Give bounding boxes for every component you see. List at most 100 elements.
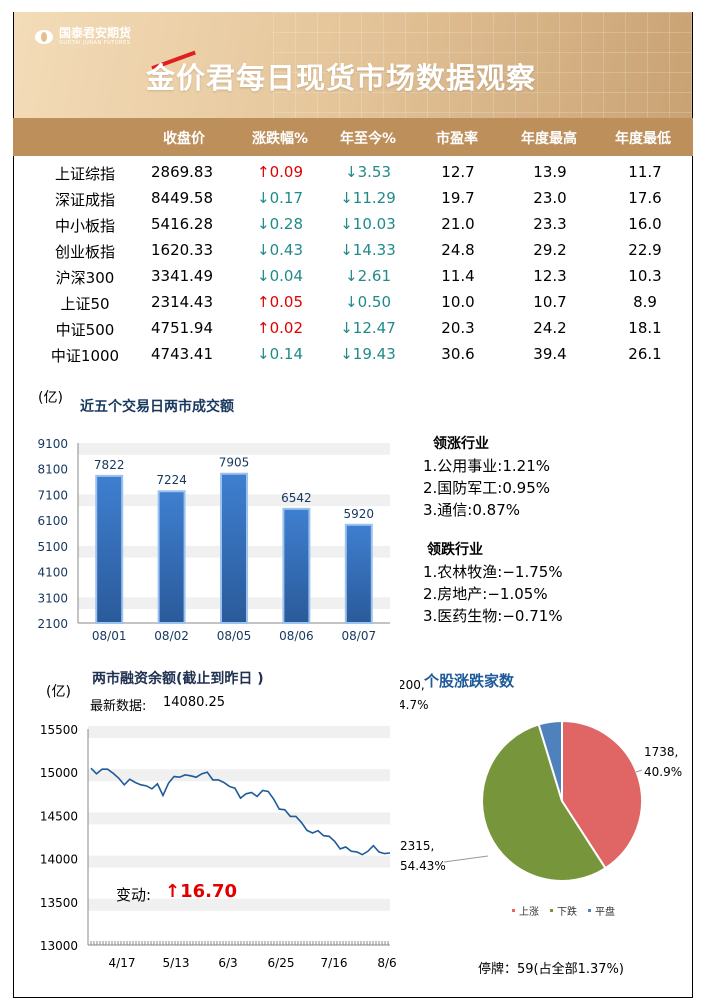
banner-decoration <box>273 12 693 118</box>
cell-close: 4743.41 <box>150 345 214 363</box>
lead-item: 1.公用事业:1.21% <box>423 457 551 475</box>
lag-item: 2.房地产:−1.05% <box>423 585 548 603</box>
data-label: 5920 <box>344 507 375 521</box>
slice-label: 2315, <box>400 839 434 853</box>
legend-marker <box>588 909 591 912</box>
col-low: 年度最低 <box>615 131 671 147</box>
change-value: ↑16.70 <box>165 881 238 902</box>
lead-title: 领涨行业 <box>433 436 489 452</box>
latest-value: 14080.25 <box>163 695 226 710</box>
cell-low: 22.9 <box>628 241 662 259</box>
cell-high: 12.3 <box>533 267 567 285</box>
y-tick-label: 4100 <box>37 566 68 580</box>
cell-name: 中小板指 <box>54 217 116 235</box>
cell-low: 16.0 <box>628 215 662 233</box>
cell-chg: ↑0.05 <box>257 293 303 311</box>
slice-percent: 40.9% <box>644 765 682 779</box>
header-banner: 国泰君安期货 GUOTAI JUNAN FUTURES 金价君每日现货市场数据观察 <box>13 12 693 118</box>
lag-item: 3.医药生物:−0.71% <box>423 607 563 625</box>
cell-high: 13.9 <box>533 163 567 181</box>
x-tick-label: 08/02 <box>154 629 189 643</box>
cell-ytd: ↓3.53 <box>345 163 391 181</box>
cell-chg: ↑0.09 <box>257 163 303 181</box>
bar <box>220 472 248 624</box>
x-tick-label: 08/06 <box>279 629 314 643</box>
content-frame <box>13 12 693 998</box>
grid-band <box>88 812 390 825</box>
bar-unit: (亿) <box>38 390 63 406</box>
cell-pe: 20.3 <box>441 319 475 337</box>
cell-low: 26.1 <box>628 345 662 363</box>
cell-pe: 30.6 <box>441 345 475 363</box>
cell-chg: ↓0.28 <box>257 215 303 233</box>
legend-label: 上涨 <box>519 906 539 918</box>
col-change: 涨跌幅% <box>251 131 309 147</box>
table-header: 收盘价 涨跌幅% 年至今% 市盈率 年度最高 年度最低 <box>13 118 693 156</box>
cell-pe: 10.0 <box>441 293 475 311</box>
col-pe: 市盈率 <box>436 131 478 147</box>
bar-chart-title: 近五个交易日两市成交额 <box>80 399 234 415</box>
y-tick-label: 7100 <box>37 488 68 502</box>
cell-chg: ↓0.04 <box>257 267 303 285</box>
legend-marker <box>512 909 515 912</box>
y-tick-label: 13000 <box>40 939 78 953</box>
data-label: 7224 <box>156 473 187 487</box>
y-tick-label: 13500 <box>40 896 78 910</box>
cell-ytd: ↓11.29 <box>340 189 396 207</box>
y-tick-label: 14000 <box>40 853 78 867</box>
col-ytd: 年至今% <box>339 131 397 147</box>
cell-high: 24.2 <box>533 319 567 337</box>
lag-title: 领跌行业 <box>427 542 483 558</box>
table-row: 深证成指 8449.58 ↓0.17 ↓11.29 19.7 23.0 17.6 <box>13 186 693 212</box>
cell-chg: ↑0.02 <box>257 319 303 337</box>
logo-icon <box>35 29 53 44</box>
cell-low: 11.7 <box>628 163 662 181</box>
cell-name: 沪深300 <box>55 269 115 287</box>
y-tick-label: 15500 <box>40 723 78 737</box>
y-tick-label: 5100 <box>37 540 68 554</box>
suspended-count: 停牌：59(占全部1.37%) <box>478 962 624 977</box>
cell-close: 5416.28 <box>150 215 214 233</box>
grid-band <box>88 898 390 911</box>
bar <box>157 490 186 624</box>
pie-slice <box>481 723 607 882</box>
x-tick-label: 5/13 <box>163 956 190 970</box>
cell-high: 29.2 <box>533 241 567 259</box>
slice-percent: 4.7% <box>400 698 429 712</box>
pie-chart: 1738, 40.9% 2315, 54.43% 200, 4.7% 上涨 下跌 平盘 <box>400 680 682 918</box>
cell-pe: 21.0 <box>441 215 475 233</box>
cell-chg: ↓0.17 <box>257 189 303 207</box>
cell-high: 23.0 <box>533 189 567 207</box>
bar <box>344 523 373 624</box>
table-row: 中小板指 5416.28 ↓0.28 ↓10.03 21.0 23.3 16.0 <box>13 212 693 238</box>
table-row: 上证综指 2869.83 ↑0.09 ↓3.53 12.7 13.9 11.7 <box>13 160 693 186</box>
cell-close: 3341.49 <box>150 267 214 285</box>
data-label: 7905 <box>219 456 250 470</box>
y-tick-label: 3100 <box>37 591 68 605</box>
y-tick-label: 9100 <box>37 437 68 451</box>
table-row: 创业板指 1620.33 ↓0.43 ↓14.33 24.8 29.2 22.9 <box>13 238 693 264</box>
data-label: 6542 <box>281 491 312 505</box>
x-tick-label: 7/16 <box>321 956 348 970</box>
pie-chart-title: 个股涨跌家数 <box>424 672 515 690</box>
company-logo: 国泰君安期货 GUOTAI JUNAN FUTURES <box>35 27 131 46</box>
cell-low: 17.6 <box>628 189 662 207</box>
grid-band <box>88 769 390 782</box>
cell-pe: 19.7 <box>441 189 475 207</box>
cell-high: 39.4 <box>533 345 567 363</box>
line-chart-title: 两市融资余额(截止到昨日 ) <box>92 671 264 687</box>
bar <box>95 474 124 625</box>
cell-name: 创业板指 <box>54 243 116 261</box>
cell-close: 2869.83 <box>150 163 214 181</box>
cell-ytd: ↓10.03 <box>340 215 396 233</box>
y-tick-label: 8100 <box>37 463 68 477</box>
leader-line <box>635 769 643 773</box>
latest-label: 最新数据: <box>90 699 147 714</box>
cell-close: 8449.58 <box>150 189 214 207</box>
logo-subtext: GUOTAI JUNAN FUTURES <box>59 40 131 46</box>
cell-pe: 11.4 <box>441 267 475 285</box>
cell-close: 2314.43 <box>150 293 214 311</box>
legend-label: 平盘 <box>595 905 615 918</box>
cell-low: 10.3 <box>628 267 662 285</box>
